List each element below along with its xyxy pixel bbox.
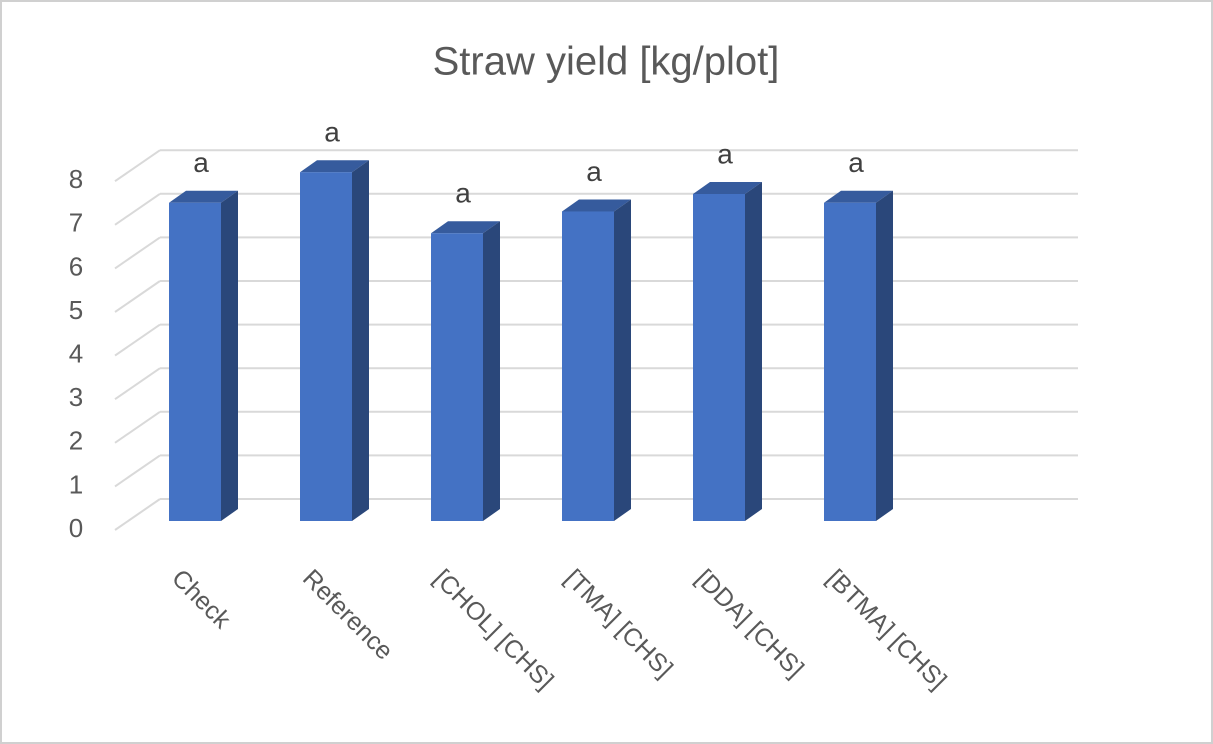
data-annotation: a (193, 147, 209, 178)
y-tick-label: 4 (69, 338, 83, 368)
y-tick-label: 5 (69, 295, 83, 325)
bar (693, 194, 745, 521)
bar-side (483, 221, 500, 522)
bar (824, 202, 876, 521)
grid-line (114, 236, 161, 270)
bar-top (431, 221, 500, 234)
bar-top (169, 190, 238, 203)
bar (562, 211, 614, 521)
bar-side (221, 190, 238, 521)
y-tick-label: 7 (69, 208, 83, 238)
y-tick-label: 6 (69, 251, 83, 281)
bar-side (614, 199, 631, 521)
grid-line (114, 323, 161, 357)
data-annotation: a (586, 156, 602, 187)
y-tick-label: 0 (69, 513, 83, 543)
bar-top (300, 160, 369, 173)
bar (169, 202, 221, 521)
bar (431, 233, 483, 522)
grid-line (114, 367, 161, 401)
bar (300, 172, 352, 521)
data-annotation: a (455, 178, 471, 209)
grid-line (114, 149, 161, 183)
bar-top (693, 182, 762, 194)
bar-side (876, 190, 893, 521)
grid-line (114, 410, 161, 444)
data-annotation: a (324, 117, 340, 148)
y-tick-label: 3 (69, 382, 83, 412)
grid-line (114, 498, 161, 531)
data-annotation: a (848, 147, 864, 178)
grid-line (114, 454, 161, 488)
chart-title: Straw yield [kg/plot] (433, 40, 780, 84)
bar-side (745, 182, 762, 521)
bar-top (824, 190, 893, 203)
data-annotation: a (717, 138, 733, 169)
bar-side (352, 160, 369, 521)
y-tick-label: 8 (69, 164, 83, 194)
bar-top (562, 199, 631, 212)
y-tick-label: 2 (69, 426, 83, 456)
grid-line (114, 280, 161, 313)
grid-line (114, 192, 161, 226)
y-tick-label: 1 (69, 469, 83, 499)
